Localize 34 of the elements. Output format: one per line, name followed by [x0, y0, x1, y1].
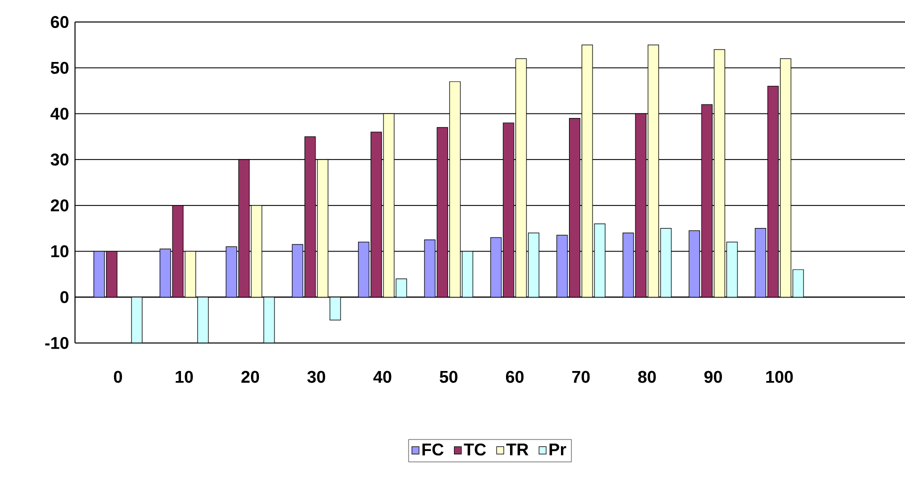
x-tick-label: 70 [572, 370, 590, 383]
bar [462, 250, 474, 298]
bar [792, 269, 804, 298]
x-tick-label: 0 [114, 370, 122, 383]
bar [330, 296, 341, 320]
x-tick-label: 20 [241, 370, 260, 383]
legend-label: Pr [550, 444, 566, 456]
y-tick-label: -10 [45, 336, 68, 350]
bar [396, 278, 408, 298]
y-tick-label: 0 [60, 291, 68, 304]
legend-label: TC [464, 443, 486, 456]
bar [528, 232, 540, 298]
x-tick-label: 50 [440, 370, 458, 383]
x-tick-label: 10 [176, 370, 193, 383]
x-tick-label: 30 [307, 370, 326, 383]
y-tick-label: 40 [50, 108, 68, 120]
x-tick-label: 90 [704, 370, 722, 383]
y-tick-label: 50 [50, 62, 68, 74]
bar [197, 296, 209, 343]
bar [660, 228, 672, 298]
x-tick-label: 40 [373, 370, 392, 383]
bar [726, 242, 738, 298]
bar [263, 296, 275, 343]
x-tick-label: 100 [766, 370, 793, 383]
y-tick-label: 20 [50, 199, 68, 212]
x-tick-label: 60 [506, 370, 524, 383]
bar [131, 296, 142, 343]
y-tick-label: 30 [50, 154, 68, 166]
legend-label: FC [422, 443, 444, 456]
x-tick-label: 80 [638, 370, 656, 383]
legend-label: TR [506, 444, 528, 456]
y-tick-label: 60 [50, 16, 68, 28]
bar [594, 223, 606, 298]
y-tick-label: 10 [51, 245, 68, 258]
